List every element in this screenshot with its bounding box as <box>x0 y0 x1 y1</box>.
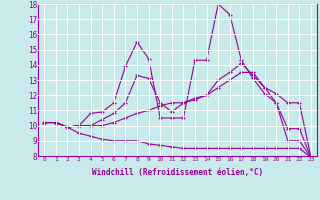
X-axis label: Windchill (Refroidissement éolien,°C): Windchill (Refroidissement éolien,°C) <box>92 168 263 177</box>
